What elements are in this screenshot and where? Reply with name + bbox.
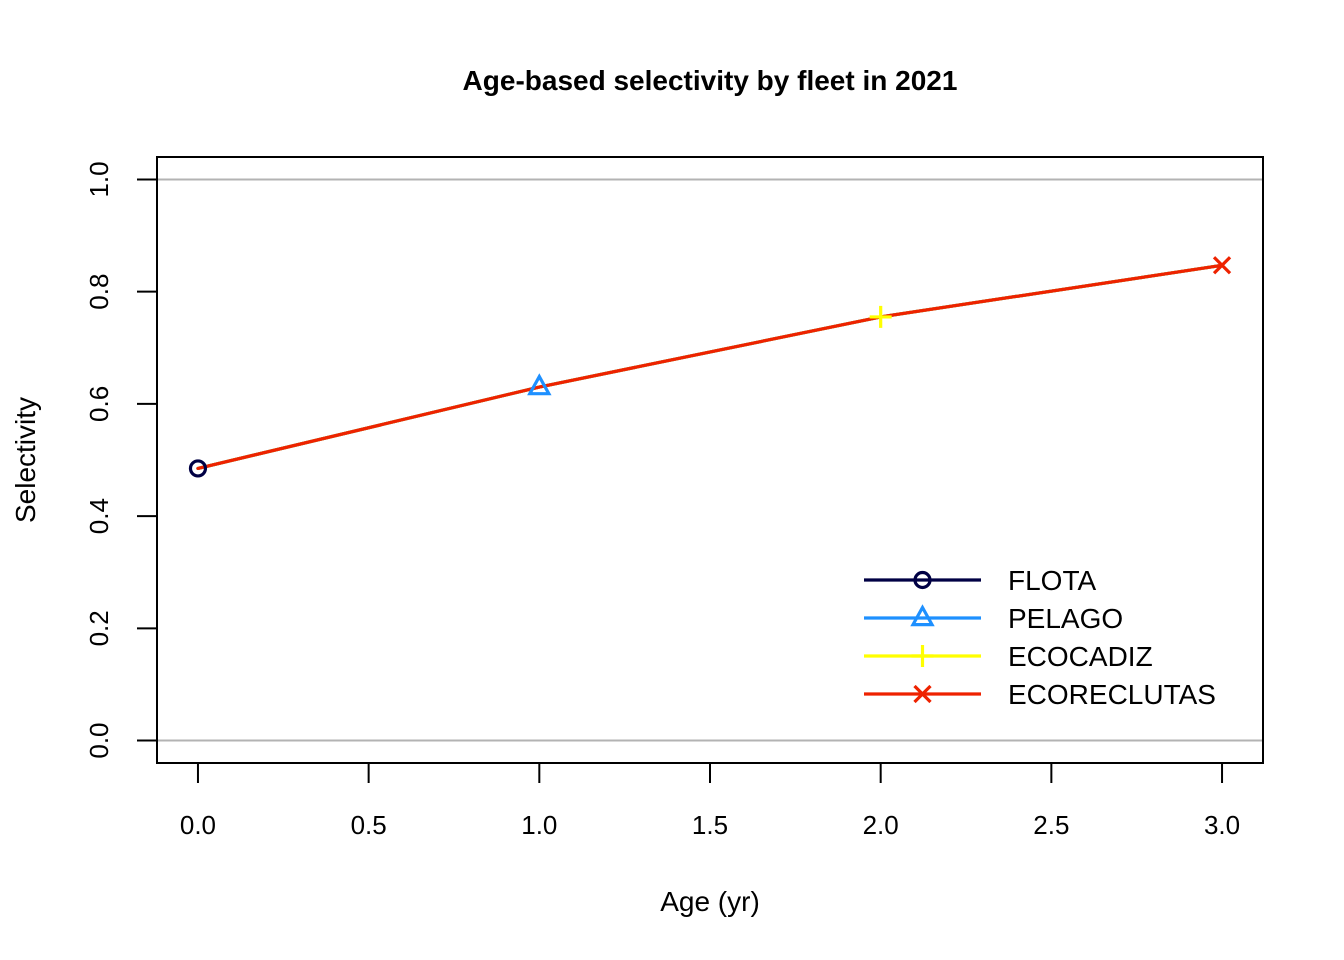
y-axis: 0.0 0.2 0.4 0.6 0.8 1.0 (84, 161, 158, 759)
legend-marker (911, 645, 934, 667)
x-tick-label: 0.0 (180, 810, 216, 840)
point-ecoreclutas (1212, 256, 1232, 275)
legend-label: FLOTA (1008, 565, 1096, 596)
y-tick-label: 1.0 (84, 161, 114, 197)
legend: FLOTA PELAGO ECOCADIZ ECORECLUTAS (864, 565, 1216, 710)
legend-item-ecoreclutas: ECORECLUTAS (864, 679, 1216, 710)
series-markers (188, 256, 1232, 478)
legend-marker (910, 604, 935, 627)
legend-label: ECORECLUTAS (1008, 679, 1216, 710)
legend-label: PELAGO (1008, 603, 1123, 634)
x-axis: 0.0 0.5 1.0 1.5 2.0 2.5 3.0 (180, 762, 1240, 840)
series-line-ecocadiz (196, 263, 1224, 471)
chart-title: Age-based selectivity by fleet in 2021 (463, 65, 958, 96)
x-tick-label: 3.0 (1204, 810, 1240, 840)
series-line-flota (196, 263, 1224, 471)
legend-marker (913, 684, 932, 704)
series-lines (196, 263, 1224, 471)
point-pelago (527, 373, 552, 396)
series-line-pelago (196, 263, 1224, 471)
x-tick-label: 0.5 (351, 810, 387, 840)
reference-lines (157, 178, 1263, 742)
legend-label: ECOCADIZ (1008, 641, 1153, 672)
x-tick-label: 2.0 (863, 810, 899, 840)
x-tick-label: 1.0 (521, 810, 557, 840)
x-axis-label: Age (yr) (660, 886, 760, 917)
x-tick-label: 1.5 (692, 810, 728, 840)
x-tick-label: 2.5 (1033, 810, 1069, 840)
y-axis-label: Selectivity (10, 397, 41, 523)
point-flota (188, 459, 208, 478)
legend-item-flota: FLOTA (864, 565, 1096, 596)
y-tick-label: 0.8 (84, 274, 114, 310)
legend-marker (913, 570, 932, 590)
point-ecocadiz (869, 305, 892, 328)
legend-item-ecocadiz: ECOCADIZ (864, 641, 1153, 672)
y-tick-label: 0.4 (84, 498, 114, 534)
legend-item-pelago: PELAGO (864, 603, 1123, 634)
series-line-ecoreclutas (196, 263, 1224, 471)
y-tick-label: 0.6 (84, 386, 114, 422)
plot-frame (156, 156, 1264, 764)
y-tick-label: 0.0 (84, 722, 114, 758)
y-tick-label: 0.2 (84, 610, 114, 646)
